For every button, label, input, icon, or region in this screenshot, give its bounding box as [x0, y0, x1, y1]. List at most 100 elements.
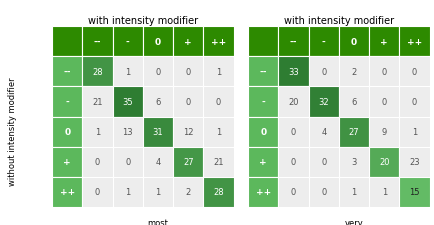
Text: 0: 0 [64, 128, 70, 137]
Text: 0: 0 [260, 128, 266, 137]
Bar [369, 147, 399, 177]
Bar [204, 147, 233, 177]
Bar [173, 177, 204, 207]
Bar [143, 57, 173, 87]
Bar [248, 87, 278, 117]
Text: 2: 2 [352, 68, 357, 76]
Text: ++: ++ [256, 187, 271, 196]
Text: 0: 0 [155, 38, 161, 47]
Text: ++: ++ [407, 38, 422, 47]
Text: 3: 3 [352, 158, 357, 166]
Text: 32: 32 [319, 97, 329, 106]
Text: ++: ++ [59, 187, 75, 196]
Bar [339, 147, 369, 177]
Text: -: - [66, 97, 69, 106]
Bar [339, 117, 369, 147]
Text: 28: 28 [213, 187, 224, 196]
Bar [52, 147, 82, 177]
Text: 1: 1 [412, 128, 417, 137]
Bar [248, 117, 278, 147]
Bar [143, 87, 173, 117]
Text: 4: 4 [321, 128, 326, 137]
Bar [369, 117, 399, 147]
Text: 1: 1 [352, 187, 357, 196]
Text: 4: 4 [155, 158, 161, 166]
Bar [112, 147, 143, 177]
Bar [82, 117, 112, 147]
Bar [204, 117, 233, 147]
Bar [248, 177, 278, 207]
Text: 2: 2 [186, 187, 191, 196]
Bar [82, 147, 112, 177]
Bar [399, 87, 430, 117]
Text: --: -- [260, 68, 267, 76]
Text: 1: 1 [381, 187, 387, 196]
Bar [278, 147, 309, 177]
Text: +: + [184, 38, 192, 47]
Text: 0: 0 [321, 187, 326, 196]
Text: 0: 0 [412, 97, 417, 106]
Bar [143, 147, 173, 177]
Text: +: + [63, 158, 71, 166]
Bar [399, 57, 430, 87]
Bar [204, 87, 233, 117]
Bar [339, 57, 369, 87]
Text: +: + [260, 158, 267, 166]
Bar [112, 27, 143, 57]
Text: 33: 33 [288, 68, 299, 76]
Text: 31: 31 [153, 128, 163, 137]
Text: 21: 21 [92, 97, 103, 106]
Bar [52, 117, 82, 147]
Bar [399, 147, 430, 177]
Text: 1: 1 [125, 68, 130, 76]
Bar [143, 117, 173, 147]
Text: 0: 0 [125, 158, 130, 166]
Bar [173, 87, 204, 117]
Text: -: - [322, 38, 326, 47]
Bar [309, 117, 339, 147]
Text: 1: 1 [125, 187, 130, 196]
Text: --: -- [290, 38, 297, 47]
Text: 0: 0 [95, 187, 100, 196]
Bar [278, 27, 309, 57]
Bar [248, 27, 278, 57]
Text: 0: 0 [291, 187, 296, 196]
Bar [309, 87, 339, 117]
Bar [52, 57, 82, 87]
Text: 0: 0 [412, 68, 417, 76]
Bar [82, 27, 112, 57]
Text: 23: 23 [409, 158, 420, 166]
Bar [173, 57, 204, 87]
Text: 1: 1 [216, 128, 221, 137]
Text: 0: 0 [351, 38, 357, 47]
Bar [112, 177, 143, 207]
Text: 0: 0 [186, 68, 191, 76]
Text: 1: 1 [216, 68, 221, 76]
Text: without intensity modifier: without intensity modifier [8, 77, 16, 185]
Title: with intensity modifier: with intensity modifier [284, 16, 394, 26]
Bar [82, 177, 112, 207]
Bar [339, 87, 369, 117]
Text: 20: 20 [379, 158, 390, 166]
Bar [204, 57, 233, 87]
Bar [278, 117, 309, 147]
Bar [52, 27, 82, 57]
Bar [278, 87, 309, 117]
Text: ++: ++ [211, 38, 226, 47]
Bar [369, 57, 399, 87]
Bar [278, 177, 309, 207]
Bar [309, 57, 339, 87]
Bar [369, 87, 399, 117]
Text: 27: 27 [349, 128, 359, 137]
Bar [204, 177, 233, 207]
Bar [309, 177, 339, 207]
Text: 12: 12 [183, 128, 194, 137]
Bar [82, 87, 112, 117]
Bar [399, 177, 430, 207]
Text: 0: 0 [381, 97, 387, 106]
Bar [112, 57, 143, 87]
Text: 0: 0 [381, 68, 387, 76]
Text: 0: 0 [321, 68, 326, 76]
Bar [52, 177, 82, 207]
Text: most: most [148, 218, 168, 225]
